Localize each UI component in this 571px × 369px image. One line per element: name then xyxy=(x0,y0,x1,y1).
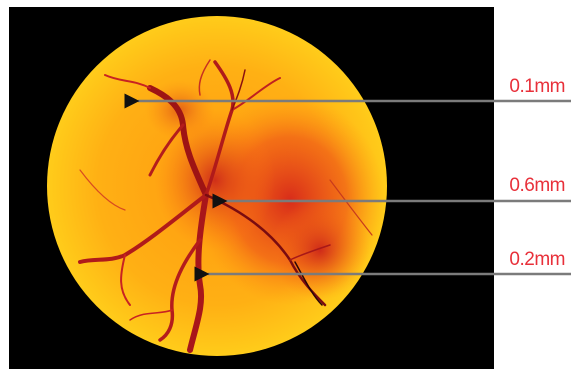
vessel-network xyxy=(78,59,373,353)
annotation-label-2: 0.2mm xyxy=(509,249,565,270)
annotation-label-1: 0.6mm xyxy=(509,175,565,196)
annotation-arrows xyxy=(124,93,571,282)
annotation-label-0: 0.1mm xyxy=(509,76,565,97)
